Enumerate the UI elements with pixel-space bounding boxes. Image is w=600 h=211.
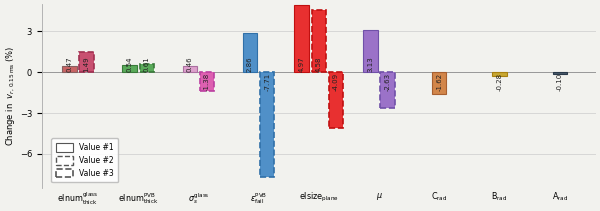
Bar [140, 64, 154, 72]
Text: 3.13: 3.13 [367, 56, 373, 72]
Bar [363, 30, 377, 72]
Bar [329, 72, 343, 128]
Text: 0.46: 0.46 [187, 56, 193, 72]
Bar [311, 10, 326, 72]
Bar [380, 72, 395, 108]
Text: -1.38: -1.38 [204, 73, 210, 91]
Legend: Value #1, Value #2, Value #3: Value #1, Value #2, Value #3 [51, 138, 118, 182]
Text: -7.71: -7.71 [264, 73, 270, 91]
Text: -2.63: -2.63 [385, 73, 391, 91]
Y-axis label: Change in  $v_{r,\,0.15\,\mathrm{ms}}$ (%): Change in $v_{r,\,0.15\,\mathrm{ms}}$ (%… [4, 46, 17, 146]
Text: 4.97: 4.97 [299, 56, 305, 72]
Bar [79, 52, 94, 72]
Bar [492, 72, 506, 76]
Text: -1.62: -1.62 [436, 73, 442, 91]
Text: 0.61: 0.61 [144, 56, 150, 72]
Text: 1.49: 1.49 [83, 56, 89, 72]
Text: 0.47: 0.47 [67, 56, 73, 72]
Bar [553, 72, 567, 74]
Text: -4.09: -4.09 [333, 73, 339, 91]
Bar [200, 72, 214, 91]
Bar [182, 66, 197, 72]
Bar [432, 72, 446, 94]
Text: -0.28: -0.28 [496, 73, 502, 91]
Text: 2.86: 2.86 [247, 56, 253, 72]
Bar [260, 72, 274, 177]
Bar [62, 66, 77, 72]
Text: -0.10: -0.10 [557, 73, 563, 91]
Text: 0.54: 0.54 [127, 56, 133, 72]
Bar [122, 65, 137, 72]
Bar [295, 5, 309, 72]
Text: 4.58: 4.58 [316, 56, 322, 72]
Bar [243, 33, 257, 72]
